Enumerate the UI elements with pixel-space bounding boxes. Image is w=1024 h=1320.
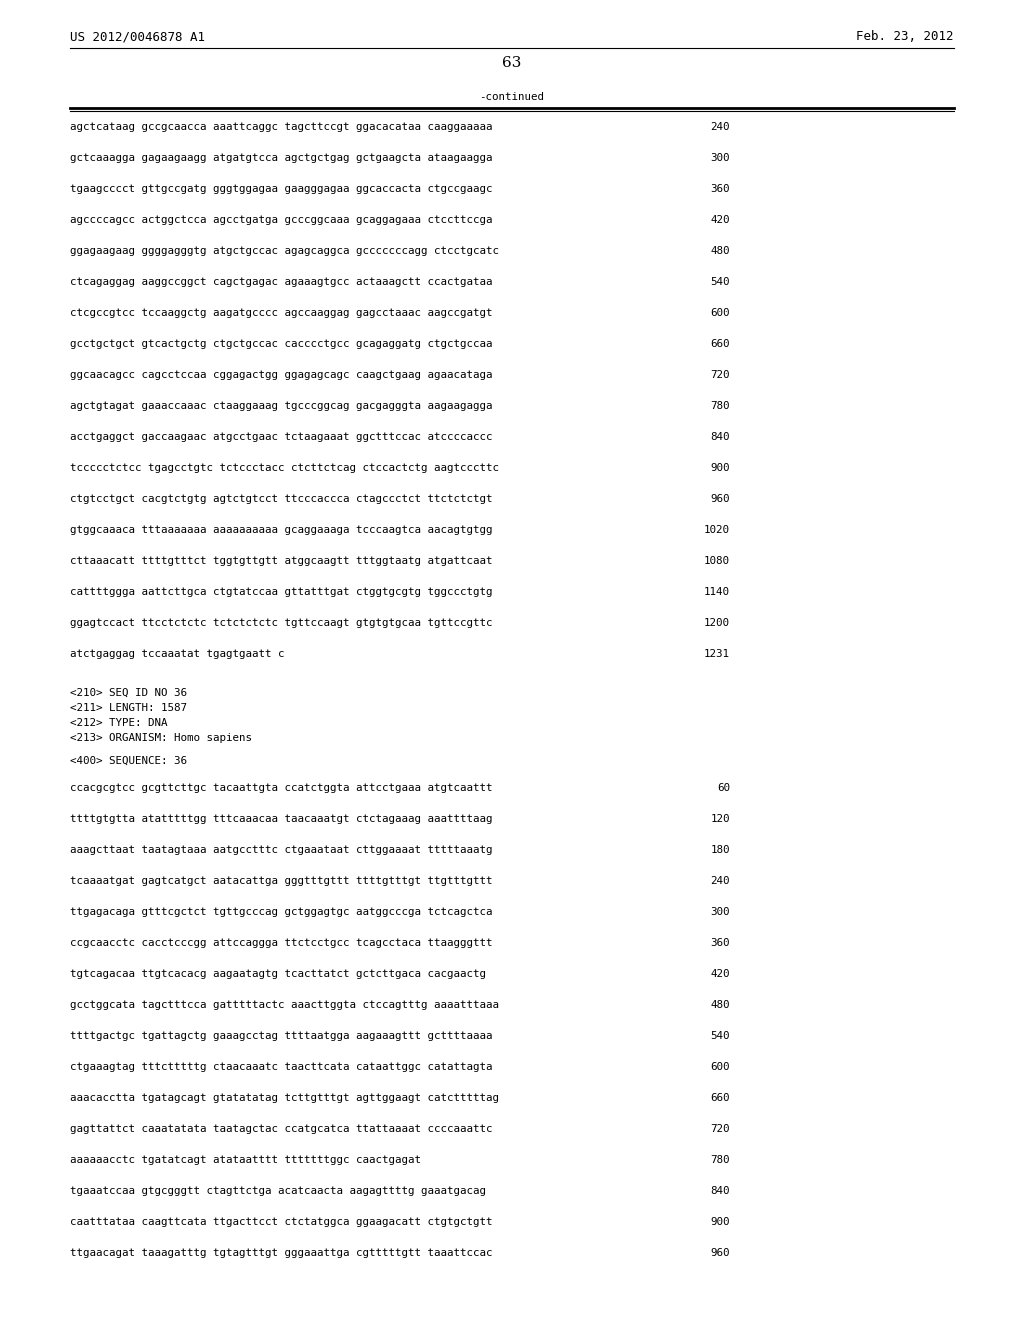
Text: 360: 360 <box>711 939 730 948</box>
Text: 840: 840 <box>711 432 730 442</box>
Text: 600: 600 <box>711 1063 730 1072</box>
Text: 420: 420 <box>711 215 730 224</box>
Text: US 2012/0046878 A1: US 2012/0046878 A1 <box>70 30 205 44</box>
Text: aaagcttaat taatagtaaa aatgcctttc ctgaaataat cttggaaaat tttttaaatg: aaagcttaat taatagtaaa aatgcctttc ctgaaat… <box>70 845 493 855</box>
Text: 240: 240 <box>711 876 730 886</box>
Text: 720: 720 <box>711 1125 730 1134</box>
Text: 1080: 1080 <box>705 556 730 566</box>
Text: 420: 420 <box>711 969 730 979</box>
Text: ctcgccgtcc tccaaggctg aagatgcccc agccaaggag gagcctaaac aagccgatgt: ctcgccgtcc tccaaggctg aagatgcccc agccaag… <box>70 308 493 318</box>
Text: 960: 960 <box>711 494 730 504</box>
Text: 300: 300 <box>711 153 730 162</box>
Text: 1140: 1140 <box>705 587 730 597</box>
Text: 480: 480 <box>711 246 730 256</box>
Text: gcctgctgct gtcactgctg ctgctgccac cacccctgcc gcagaggatg ctgctgccaa: gcctgctgct gtcactgctg ctgctgccac cacccct… <box>70 339 493 348</box>
Text: ggagtccact ttcctctctc tctctctctc tgttccaagt gtgtgtgcaa tgttccgttc: ggagtccact ttcctctctc tctctctctc tgttcca… <box>70 618 493 628</box>
Text: 1020: 1020 <box>705 525 730 535</box>
Text: <212> TYPE: DNA: <212> TYPE: DNA <box>70 718 168 729</box>
Text: Feb. 23, 2012: Feb. 23, 2012 <box>856 30 954 44</box>
Text: ttgaacagat taaagatttg tgtagtttgt gggaaattga cgtttttgtt taaattccac: ttgaacagat taaagatttg tgtagtttgt gggaaat… <box>70 1247 493 1258</box>
Text: agccccagcc actggctcca agcctgatga gcccggcaaa gcaggagaaa ctccttccga: agccccagcc actggctcca agcctgatga gcccggc… <box>70 215 493 224</box>
Text: tcaaaatgat gagtcatgct aatacattga gggtttgttt ttttgtttgt ttgtttgttt: tcaaaatgat gagtcatgct aatacattga gggtttg… <box>70 876 493 886</box>
Text: ctcagaggag aaggccggct cagctgagac agaaagtgcc actaaagctt ccactgataa: ctcagaggag aaggccggct cagctgagac agaaagt… <box>70 277 493 286</box>
Text: 900: 900 <box>711 463 730 473</box>
Text: 660: 660 <box>711 339 730 348</box>
Text: ccgcaacctc cacctcccgg attccaggga ttctcctgcc tcagcctaca ttaagggttt: ccgcaacctc cacctcccgg attccaggga ttctcct… <box>70 939 493 948</box>
Text: ccacgcgtcc gcgttcttgc tacaattgta ccatctggta attcctgaaa atgtcaattt: ccacgcgtcc gcgttcttgc tacaattgta ccatctg… <box>70 783 493 793</box>
Text: 540: 540 <box>711 277 730 286</box>
Text: tgaagcccct gttgccgatg gggtggagaa gaagggagaa ggcaccacta ctgccgaagc: tgaagcccct gttgccgatg gggtggagaa gaaggga… <box>70 183 493 194</box>
Text: 63: 63 <box>503 55 521 70</box>
Text: ggcaacagcc cagcctccaa cggagactgg ggagagcagc caagctgaag agaacataga: ggcaacagcc cagcctccaa cggagactgg ggagagc… <box>70 370 493 380</box>
Text: 960: 960 <box>711 1247 730 1258</box>
Text: 60: 60 <box>717 783 730 793</box>
Text: ttttgactgc tgattagctg gaaagcctag ttttaatgga aagaaagttt gcttttaaaa: ttttgactgc tgattagctg gaaagcctag ttttaat… <box>70 1031 493 1041</box>
Text: <211> LENGTH: 1587: <211> LENGTH: 1587 <box>70 704 187 713</box>
Text: 780: 780 <box>711 401 730 411</box>
Text: aaaaaacctc tgatatcagt atataatttt tttttttggc caactgagat: aaaaaacctc tgatatcagt atataatttt ttttttt… <box>70 1155 421 1166</box>
Text: 1231: 1231 <box>705 649 730 659</box>
Text: 660: 660 <box>711 1093 730 1104</box>
Text: gcctggcata tagctttcca gatttttactc aaacttggta ctccagtttg aaaatttaaa: gcctggcata tagctttcca gatttttactc aaactt… <box>70 1001 499 1010</box>
Text: atctgaggag tccaaatat tgagtgaatt c: atctgaggag tccaaatat tgagtgaatt c <box>70 649 285 659</box>
Text: 540: 540 <box>711 1031 730 1041</box>
Text: cttaaacatt ttttgtttct tggtgttgtt atggcaagtt tttggtaatg atgattcaat: cttaaacatt ttttgtttct tggtgttgtt atggcaa… <box>70 556 493 566</box>
Text: ctgtcctgct cacgtctgtg agtctgtcct ttcccaccca ctagccctct ttctctctgt: ctgtcctgct cacgtctgtg agtctgtcct ttcccac… <box>70 494 493 504</box>
Text: <210> SEQ ID NO 36: <210> SEQ ID NO 36 <box>70 688 187 698</box>
Text: 780: 780 <box>711 1155 730 1166</box>
Text: tgtcagacaa ttgtcacacg aagaatagtg tcacttatct gctcttgaca cacgaactg: tgtcagacaa ttgtcacacg aagaatagtg tcactta… <box>70 969 486 979</box>
Text: 1200: 1200 <box>705 618 730 628</box>
Text: tccccctctcc tgagcctgtc tctccctacc ctcttctcag ctccactctg aagtcccttc: tccccctctcc tgagcctgtc tctccctacc ctcttc… <box>70 463 499 473</box>
Text: -continued: -continued <box>479 92 545 102</box>
Text: 240: 240 <box>711 121 730 132</box>
Text: 840: 840 <box>711 1185 730 1196</box>
Text: 360: 360 <box>711 183 730 194</box>
Text: <400> SEQUENCE: 36: <400> SEQUENCE: 36 <box>70 756 187 766</box>
Text: gagttattct caaatatata taatagctac ccatgcatca ttattaaaat ccccaaattc: gagttattct caaatatata taatagctac ccatgca… <box>70 1125 493 1134</box>
Text: gtggcaaaca tttaaaaaaa aaaaaaaaaa gcaggaaaga tcccaagtca aacagtgtgg: gtggcaaaca tttaaaaaaa aaaaaaaaaa gcaggaa… <box>70 525 493 535</box>
Text: 900: 900 <box>711 1217 730 1228</box>
Text: 120: 120 <box>711 814 730 824</box>
Text: 480: 480 <box>711 1001 730 1010</box>
Text: aaacacctta tgatagcagt gtatatatag tcttgtttgt agttggaagt catctttttag: aaacacctta tgatagcagt gtatatatag tcttgtt… <box>70 1093 499 1104</box>
Text: ctgaaagtag tttctttttg ctaacaaatc taacttcata cataattggc catattagta: ctgaaagtag tttctttttg ctaacaaatc taacttc… <box>70 1063 493 1072</box>
Text: 180: 180 <box>711 845 730 855</box>
Text: caatttataa caagttcata ttgacttcct ctctatggca ggaagacatt ctgtgctgtt: caatttataa caagttcata ttgacttcct ctctatg… <box>70 1217 493 1228</box>
Text: ttgagacaga gtttcgctct tgttgcccag gctggagtgc aatggcccga tctcagctca: ttgagacaga gtttcgctct tgttgcccag gctggag… <box>70 907 493 917</box>
Text: agctcataag gccgcaacca aaattcaggc tagcttccgt ggacacataa caaggaaaaa: agctcataag gccgcaacca aaattcaggc tagcttc… <box>70 121 493 132</box>
Text: cattttggga aattcttgca ctgtatccaa gttatttgat ctggtgcgtg tggccctgtg: cattttggga aattcttgca ctgtatccaa gttattt… <box>70 587 493 597</box>
Text: tgaaatccaa gtgcgggtt ctagttctga acatcaacta aagagttttg gaaatgacag: tgaaatccaa gtgcgggtt ctagttctga acatcaac… <box>70 1185 486 1196</box>
Text: 720: 720 <box>711 370 730 380</box>
Text: gctcaaagga gagaagaagg atgatgtcca agctgctgag gctgaagcta ataagaagga: gctcaaagga gagaagaagg atgatgtcca agctgct… <box>70 153 493 162</box>
Text: 300: 300 <box>711 907 730 917</box>
Text: agctgtagat gaaaccaaac ctaaggaaag tgcccggcag gacgagggta aagaagagga: agctgtagat gaaaccaaac ctaaggaaag tgcccgg… <box>70 401 493 411</box>
Text: acctgaggct gaccaagaac atgcctgaac tctaagaaat ggctttccac atccccaccc: acctgaggct gaccaagaac atgcctgaac tctaaga… <box>70 432 493 442</box>
Text: 600: 600 <box>711 308 730 318</box>
Text: ggagaagaag ggggagggtg atgctgccac agagcaggca gcccccccagg ctcctgcatc: ggagaagaag ggggagggtg atgctgccac agagcag… <box>70 246 499 256</box>
Text: ttttgtgtta atatttttgg tttcaaacaa taacaaatgt ctctagaaag aaattttaag: ttttgtgtta atatttttgg tttcaaacaa taacaaa… <box>70 814 493 824</box>
Text: <213> ORGANISM: Homo sapiens: <213> ORGANISM: Homo sapiens <box>70 733 252 743</box>
